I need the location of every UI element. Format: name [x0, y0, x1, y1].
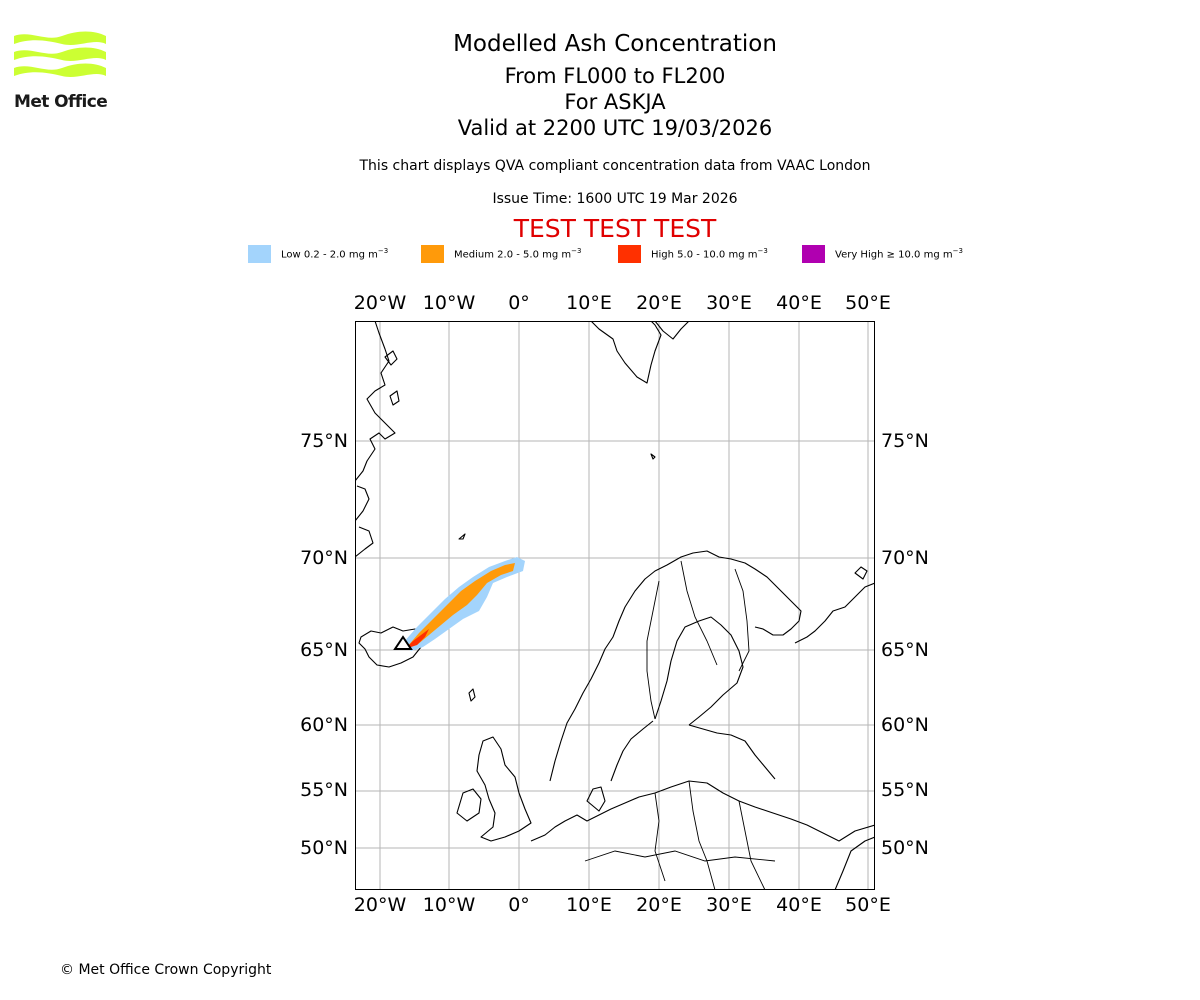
logo-text: Met Office: [14, 92, 108, 112]
volcano-name: For ASKJA: [564, 90, 666, 114]
lon-label-top: 40°E: [776, 292, 822, 314]
chart-title: Modelled Ash Concentration: [453, 31, 777, 57]
ash-medium-region: [407, 563, 515, 647]
legend-item-high: High 5.0 - 10.0 mg m−3: [618, 244, 768, 264]
legend-label-medium: Medium 2.0 - 5.0 mg m: [454, 249, 572, 261]
lon-label-bottom: 0°: [508, 894, 530, 916]
lon-label-bottom: 20°E: [636, 894, 682, 916]
legend-label-high: High 5.0 - 10.0 mg m: [651, 249, 758, 261]
lon-label-top: 30°E: [706, 292, 752, 314]
lon-label-top: 20°W: [353, 292, 407, 314]
lat-label-right: 50°N: [881, 837, 929, 859]
legend-swatch-high: [618, 245, 641, 263]
lat-label-left: 50°N: [300, 837, 348, 859]
test-banner: TEST TEST TEST: [513, 214, 717, 243]
lat-label-left: 60°N: [300, 714, 348, 736]
legend-swatch-very-high: [802, 245, 825, 263]
map-area: [355, 321, 875, 890]
lon-label-bottom: 10°E: [566, 894, 612, 916]
legend-label-low: Low 0.2 - 2.0 mg m: [281, 249, 378, 261]
chart-subtitle: This chart displays QVA compliant concen…: [359, 158, 871, 174]
legend-unit-exp-low: −3: [377, 247, 389, 256]
legend-unit-exp-medium: −3: [571, 247, 582, 256]
graticule: [355, 321, 875, 890]
lat-label-left: 70°N: [300, 547, 348, 569]
lat-label-right: 75°N: [881, 430, 929, 452]
lat-label-right: 65°N: [881, 639, 929, 661]
legend-item-low: Low 0.2 - 2.0 mg m−3: [248, 244, 388, 264]
valid-time: Valid at 2200 UTC 19/03/2026: [457, 116, 773, 140]
lat-label-left: 65°N: [300, 639, 348, 661]
lon-label-bottom: 10°W: [422, 894, 476, 916]
lat-label-left: 55°N: [300, 779, 348, 801]
flight-level-range: From FL000 to FL200: [504, 64, 726, 88]
lon-label-bottom: 30°E: [706, 894, 752, 916]
lon-label-top: 50°E: [845, 292, 891, 314]
logo-waves-icon: [14, 31, 106, 77]
legend-item-medium: Medium 2.0 - 5.0 mg m−3: [421, 244, 581, 264]
lat-label-right: 70°N: [881, 547, 929, 569]
lon-label-top: 20°E: [636, 292, 682, 314]
legend-swatch-medium: [421, 245, 444, 263]
map-border: [355, 321, 875, 890]
lat-label-right: 60°N: [881, 714, 929, 736]
legend-unit-exp-high: −3: [757, 247, 768, 256]
map-canvas: [355, 321, 875, 890]
lon-label-bottom: 40°E: [776, 894, 822, 916]
legend-item-very-high: Very High ≥ 10.0 mg m−3: [802, 244, 963, 264]
met-office-logo: Met Office: [14, 30, 110, 112]
legend-swatch-low: [248, 245, 271, 263]
lat-label-right: 55°N: [881, 779, 929, 801]
country-borders: [584, 560, 776, 890]
lon-label-bottom: 20°W: [353, 894, 407, 916]
lat-label-left: 75°N: [300, 430, 348, 452]
legend-label-very-high: Very High ≥ 10.0 mg m: [835, 249, 953, 261]
legend-unit-exp-very-high: −3: [952, 247, 963, 256]
ash-plume: [393, 557, 525, 651]
coastlines: [355, 321, 875, 890]
triangle-icon: [393, 635, 413, 650]
lon-label-top: 0°: [508, 292, 530, 314]
issue-time: Issue Time: 1600 UTC 19 Mar 2026: [492, 191, 738, 207]
lon-label-top: 10°E: [566, 292, 612, 314]
copyright: © Met Office Crown Copyright: [60, 962, 272, 978]
lon-label-top: 10°W: [422, 292, 476, 314]
lon-label-bottom: 50°E: [845, 894, 891, 916]
ash-high-region: [405, 629, 429, 649]
